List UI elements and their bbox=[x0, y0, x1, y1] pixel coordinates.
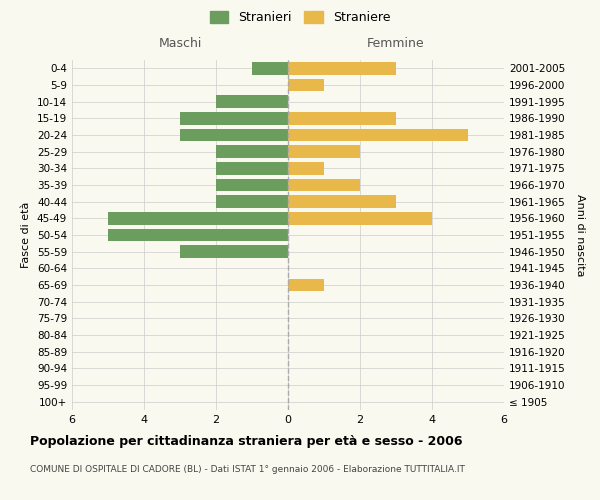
Bar bbox=[216, 96, 288, 108]
Text: Popolazione per cittadinanza straniera per età e sesso - 2006: Popolazione per cittadinanza straniera p… bbox=[30, 435, 463, 448]
Bar bbox=[216, 196, 288, 208]
Bar bbox=[108, 229, 288, 241]
Text: COMUNE DI OSPITALE DI CADORE (BL) - Dati ISTAT 1° gennaio 2006 - Elaborazione TU: COMUNE DI OSPITALE DI CADORE (BL) - Dati… bbox=[30, 465, 465, 474]
Bar bbox=[288, 146, 360, 158]
Bar bbox=[288, 212, 432, 224]
Bar bbox=[288, 279, 324, 291]
Bar bbox=[216, 179, 288, 192]
Bar bbox=[288, 179, 360, 192]
Y-axis label: Anni di nascita: Anni di nascita bbox=[575, 194, 585, 276]
Bar bbox=[288, 62, 396, 74]
Text: Maschi: Maschi bbox=[158, 37, 202, 50]
Bar bbox=[180, 112, 288, 124]
Bar bbox=[180, 129, 288, 141]
Bar bbox=[288, 162, 324, 174]
Bar bbox=[108, 212, 288, 224]
Text: Femmine: Femmine bbox=[367, 37, 425, 50]
Bar bbox=[288, 129, 468, 141]
Bar bbox=[180, 246, 288, 258]
Bar bbox=[216, 162, 288, 174]
Bar bbox=[288, 79, 324, 92]
Bar bbox=[216, 146, 288, 158]
Legend: Stranieri, Straniere: Stranieri, Straniere bbox=[205, 6, 395, 29]
Bar bbox=[252, 62, 288, 74]
Y-axis label: Fasce di età: Fasce di età bbox=[22, 202, 31, 268]
Bar bbox=[288, 112, 396, 124]
Bar bbox=[288, 196, 396, 208]
